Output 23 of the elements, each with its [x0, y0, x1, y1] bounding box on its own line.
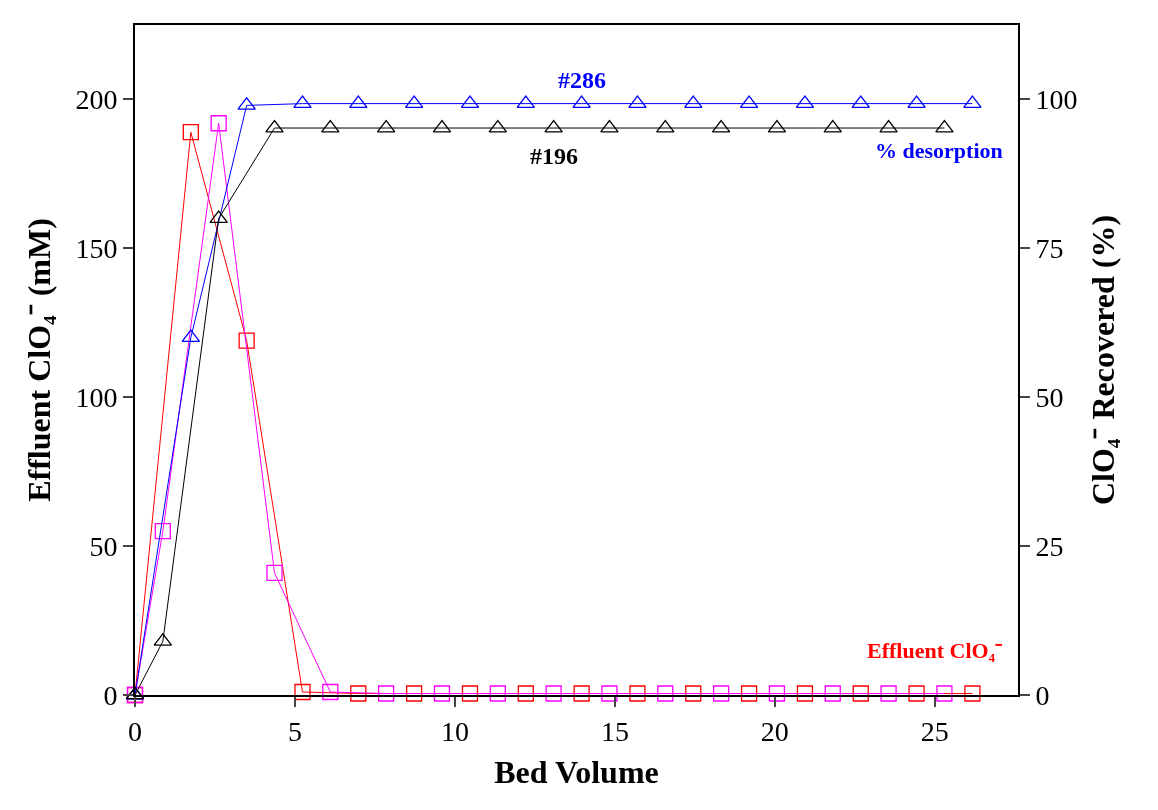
- y2-tick-label: 75: [1035, 233, 1064, 265]
- y2-tick-label: 100: [1035, 84, 1078, 116]
- x-tick-label: 10: [440, 715, 469, 747]
- y-tick-label: 150: [75, 233, 118, 265]
- x-tick-label: 20: [760, 715, 789, 747]
- annotation: Effluent ClO₄⁻: [867, 638, 1004, 663]
- y-tick-label: 0: [103, 679, 118, 711]
- y2-axis-title: ClO₄⁻ Recovered (%): [1085, 214, 1121, 506]
- series-label: #286: [558, 67, 606, 93]
- x-tick-label: 0: [128, 715, 142, 747]
- y-tick-label: 50: [89, 530, 118, 562]
- y2-tick-label: 25: [1035, 530, 1064, 562]
- y2-tick-label: 0: [1035, 679, 1050, 711]
- y2-tick-label: 50: [1035, 382, 1064, 414]
- x-tick-label: 15: [600, 715, 629, 747]
- y-axis-title: Effluent ClO₄⁻ (mM): [21, 218, 58, 502]
- series-label: #196: [530, 143, 578, 169]
- x-tick-label: 25: [920, 715, 949, 747]
- x-axis-title: Bed Volume: [494, 754, 659, 790]
- y-tick-label: 100: [75, 382, 118, 414]
- y-tick-label: 200: [75, 84, 118, 116]
- annotation: % desorption: [875, 138, 1003, 163]
- x-tick-label: 5: [287, 715, 302, 747]
